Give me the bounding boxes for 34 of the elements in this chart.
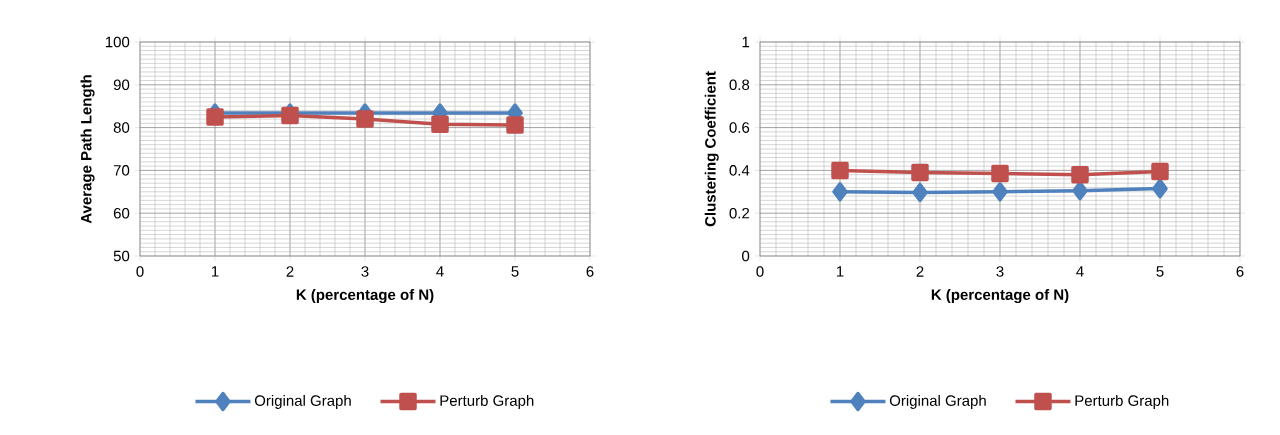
x-tick-label: 0 [756,266,764,277]
y-tick-label: 0.2 [729,207,750,219]
x-tick-label: 5 [511,266,519,277]
y-tick-label: 80 [113,122,130,133]
y-tick-label: 0.6 [729,122,750,133]
x-tick-label: 2 [916,266,924,277]
y-axis-title: Average Path Length [80,75,95,224]
y-tick-label: 0.8 [729,79,750,91]
x-tick-label: 6 [586,266,594,277]
y-tick-label: 0 [742,250,750,262]
legend-label: Perturb Graph [1075,394,1169,409]
x-tick-label: 0 [136,266,144,277]
y-tick-label: 50 [113,250,130,262]
x-tick-label: 1 [211,266,219,277]
y-tick-label: 100 [105,36,130,48]
x-tick-label: 4 [1076,266,1084,277]
x-axis-title: K (percentage of N) [931,289,1069,304]
y-axis-title: Clustering Coefficient [704,71,719,227]
y-tick-label: 90 [113,79,130,91]
legend-label: Perturb Graph [440,394,534,409]
x-tick-label: 6 [1236,266,1244,277]
x-tick-label: 5 [1156,266,1164,277]
x-tick-label: 4 [436,266,444,277]
x-axis-title: K (percentage of N) [296,289,434,304]
y-tick-label: 1 [742,36,750,48]
x-tick-label: 2 [286,266,294,277]
x-tick-label: 3 [361,266,369,277]
x-tick-label: 1 [836,266,844,277]
legend-label: Original Graph [254,394,351,409]
legend-label: Original Graph [889,394,986,409]
x-tick-label: 3 [996,266,1004,277]
y-tick-label: 0.4 [729,165,750,176]
y-tick-label: 70 [113,165,130,176]
y-tick-label: 60 [113,207,130,219]
